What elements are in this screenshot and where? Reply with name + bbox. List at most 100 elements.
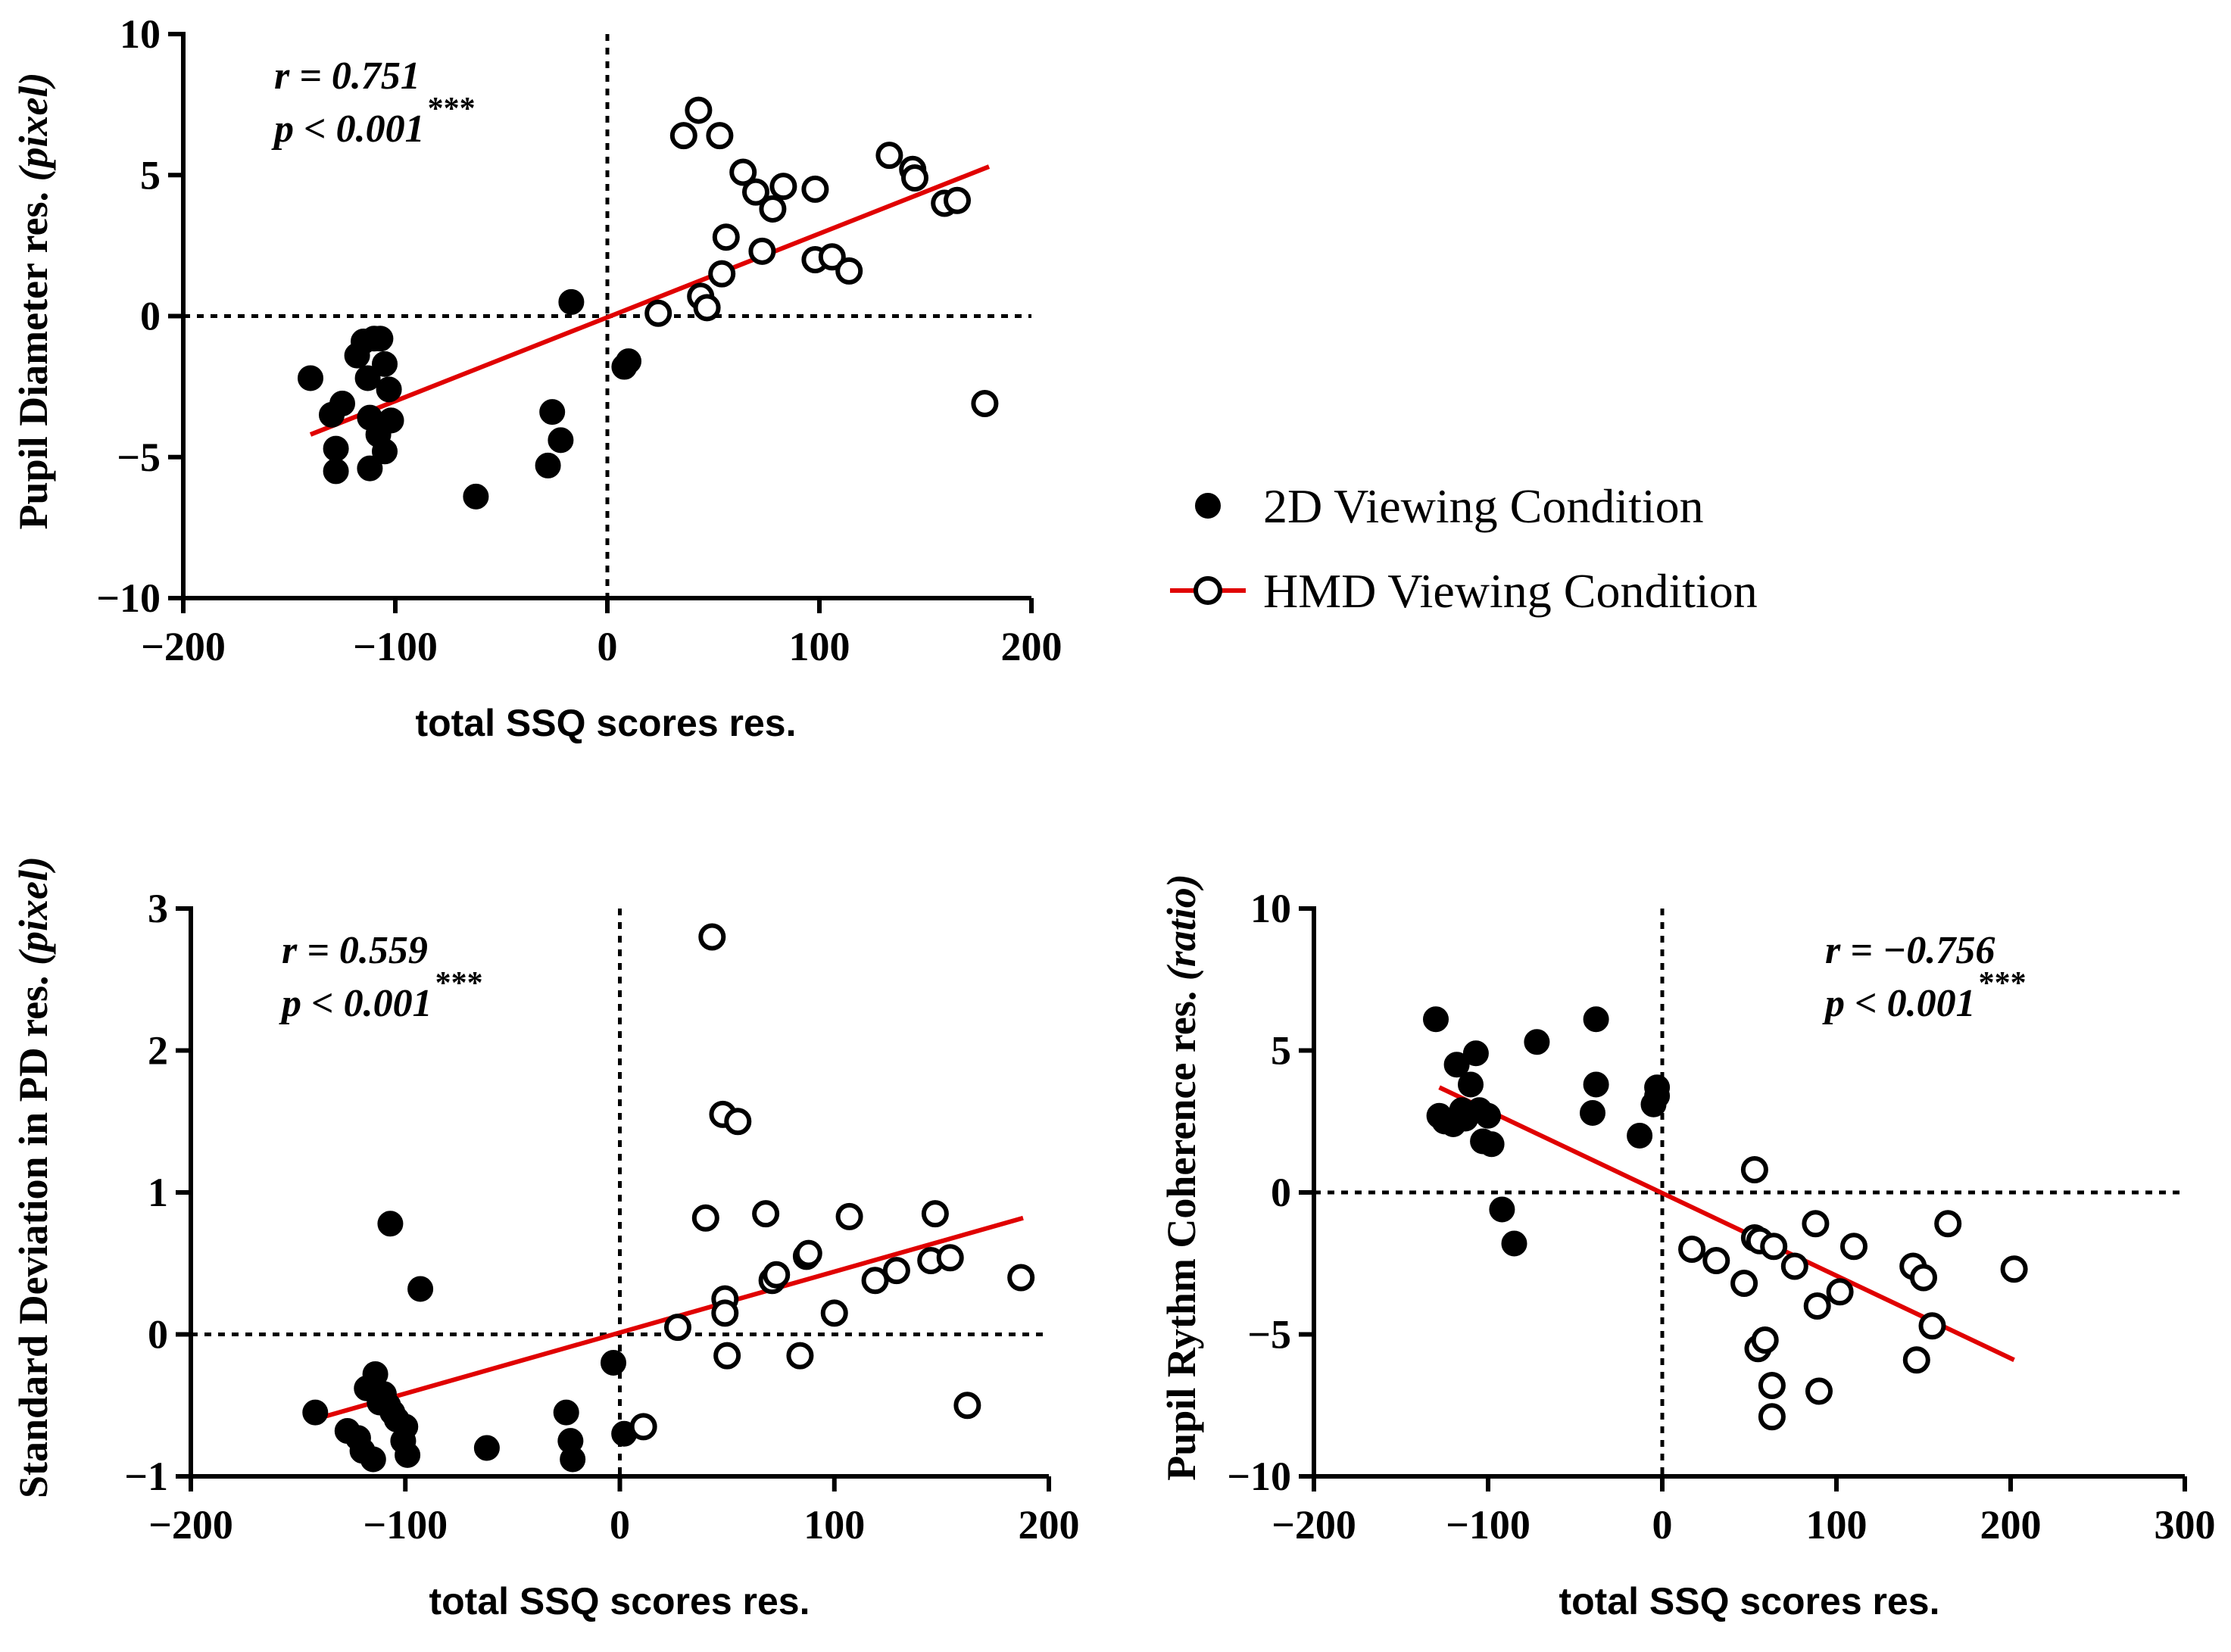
- y-tick-label: −5: [1247, 1312, 1291, 1357]
- y-axis-label-unit: (pixel): [11, 73, 56, 182]
- point-hmd: [820, 1299, 848, 1327]
- point-hmd: [1803, 1292, 1831, 1320]
- point-hmd: [882, 1257, 910, 1285]
- legend-label-hmd: HMD Viewing Condition: [1263, 564, 1758, 618]
- y-tick-label: −5: [117, 435, 161, 480]
- x-tick-label: 100: [803, 1502, 865, 1548]
- point-2d: [376, 376, 402, 403]
- x-tick-label: 200: [1001, 624, 1062, 669]
- y-tick-label: 10: [1250, 886, 1291, 931]
- point-2d: [372, 351, 398, 377]
- y-tick-label: 1: [148, 1170, 168, 1215]
- legend: 2D Viewing Condition HMD Viewing Conditi…: [1170, 479, 1758, 618]
- point-hmd: [1780, 1252, 1808, 1280]
- point-2d: [357, 455, 383, 482]
- point-2d: [1644, 1074, 1671, 1101]
- regression-line: [309, 164, 991, 437]
- point-2d: [539, 399, 566, 425]
- point-2d: [535, 452, 561, 478]
- point-2d: [1475, 1102, 1501, 1129]
- y-tick-label: 0: [1271, 1170, 1291, 1215]
- point-hmd: [1902, 1346, 1930, 1374]
- point-2d: [367, 326, 394, 352]
- stat-significance-stars: ***: [428, 92, 476, 126]
- x-tick-label: 200: [1980, 1502, 2042, 1548]
- point-2d: [1580, 1100, 1605, 1126]
- point-2d: [378, 407, 404, 434]
- legend-marker-open-circle: [1194, 576, 1222, 605]
- point-2d: [1583, 1071, 1609, 1098]
- x-tick-label: 100: [1806, 1502, 1867, 1548]
- point-hmd: [708, 260, 736, 288]
- y-tick-label: 5: [1271, 1028, 1291, 1074]
- y-axis-label: Pupil Diameter res. (pixel): [11, 73, 56, 530]
- point-hmd: [712, 223, 740, 251]
- plot-sd-pupil-diameter: −1 0 1 2 3 −200 −100 0 100 200 total SSQ scores re…: [11, 856, 1080, 1622]
- point-hmd: [759, 195, 787, 223]
- legend-label-2d: 2D Viewing Condition: [1263, 479, 1704, 533]
- y-tick-label: 0: [140, 294, 161, 339]
- x-tick-label: −200: [141, 624, 226, 669]
- y-axis-label-main: Pupil Rythm Coherence res.: [1159, 980, 1204, 1481]
- point-2d: [553, 1399, 579, 1426]
- point-2d: [302, 1399, 329, 1426]
- point-2d: [1458, 1071, 1484, 1098]
- point-hmd: [1826, 1278, 1854, 1306]
- point-hmd: [742, 178, 769, 206]
- legend-item-hmd: HMD Viewing Condition: [1170, 564, 1758, 618]
- x-axis-label: total SSQ scores res.: [429, 1580, 810, 1622]
- point-2d: [601, 1350, 627, 1376]
- point-hmd: [1805, 1377, 1833, 1405]
- point-hmd: [711, 1299, 739, 1327]
- point-hmd: [1730, 1270, 1758, 1297]
- point-hmd: [691, 1204, 719, 1232]
- point-hmd: [724, 1108, 752, 1136]
- point-hmd: [861, 1267, 889, 1295]
- y-tick-label: −1: [124, 1454, 168, 1499]
- point-hmd: [629, 1413, 657, 1441]
- point-hmd: [1751, 1326, 1779, 1354]
- plot-pupil-diameter: −10 −5 0 5 10 −200 −100 0 100 200 total SSQ scores…: [11, 11, 1062, 744]
- point-2d: [1462, 1040, 1489, 1067]
- x-tick-label: −100: [353, 624, 438, 669]
- point-hmd: [669, 122, 697, 150]
- point-hmd: [794, 1239, 822, 1267]
- y-axis-label: Pupil Rythm Coherence res. (ratio): [1159, 874, 1204, 1481]
- point-hmd: [801, 175, 829, 203]
- y-tick-label: −10: [96, 575, 161, 621]
- x-tick-label: 300: [2155, 1502, 2216, 1548]
- point-hmd: [921, 1200, 949, 1228]
- point-hmd: [971, 389, 999, 417]
- point-hmd: [786, 1342, 814, 1370]
- point-hmd: [748, 237, 776, 265]
- point-2d: [395, 1442, 421, 1468]
- point-hmd: [875, 142, 903, 170]
- x-tick-label: 0: [1652, 1502, 1673, 1548]
- x-tick-label: 200: [1019, 1502, 1080, 1548]
- point-2d: [1443, 1052, 1470, 1078]
- point-hmd: [644, 299, 672, 327]
- stat-p-value: p < 0.001: [279, 982, 432, 1025]
- point-hmd: [936, 1244, 964, 1272]
- point-2d: [1627, 1123, 1653, 1149]
- y-axis-label-main: Standard Deviation in PD res.: [11, 965, 56, 1498]
- x-tick-label: −100: [363, 1502, 448, 1548]
- point-hmd: [818, 243, 846, 271]
- point-2d: [1489, 1196, 1515, 1223]
- point-hmd: [901, 164, 928, 192]
- point-hmd: [1802, 1210, 1830, 1238]
- stat-significance-stars: ***: [1979, 966, 2027, 1001]
- point-hmd: [706, 122, 734, 150]
- y-tick-label: 5: [140, 152, 161, 198]
- point-hmd: [698, 923, 726, 951]
- x-tick-label: 0: [610, 1502, 630, 1548]
- y-tick-label: 3: [148, 886, 168, 931]
- point-hmd: [663, 1314, 691, 1342]
- point-hmd: [752, 1200, 780, 1228]
- point-2d: [377, 1211, 404, 1237]
- y-axis-label-main: Pupil Diameter res.: [11, 182, 56, 530]
- stat-p-value: p < 0.001: [271, 108, 425, 151]
- point-2d: [616, 348, 641, 375]
- stat-r-value: r = 0.751: [274, 55, 420, 98]
